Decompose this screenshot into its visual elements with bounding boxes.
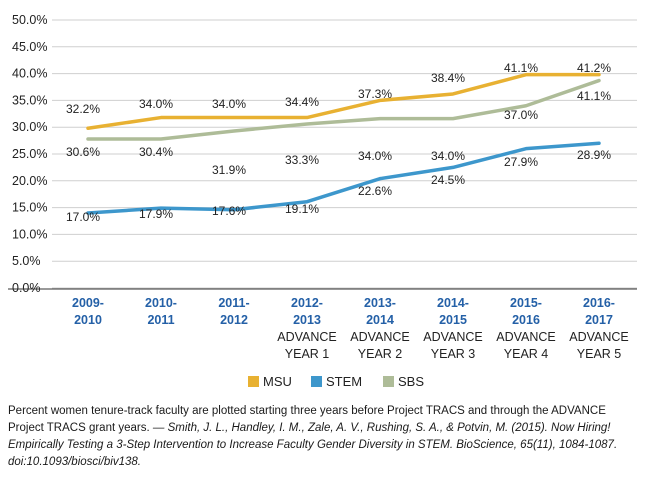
data-label-msu: 41.1%	[504, 61, 538, 75]
series-line-msu	[86, 72, 601, 131]
y-tick-label: 50.0%	[12, 13, 47, 27]
x-tick-label: ADVANCE	[496, 330, 556, 344]
data-label-msu: 32.2%	[66, 102, 100, 116]
x-tick-label: 2012-	[291, 296, 323, 310]
y-tick-label: 15.0%	[12, 201, 47, 215]
x-tick-label: ADVANCE	[569, 330, 629, 344]
data-label-stem: 22.6%	[358, 184, 392, 198]
y-tick-label: 0.0%	[12, 281, 41, 295]
x-tick-label: 2010-	[145, 296, 177, 310]
x-tick-label: YEAR 1	[285, 347, 330, 361]
data-label-stem: 24.5%	[431, 173, 465, 187]
data-label-stem: 17.6%	[212, 204, 246, 218]
data-label-sbs: 31.9%	[212, 163, 246, 177]
data-label-stem: 17.0%	[66, 210, 100, 224]
x-tick-label: 2013	[293, 313, 321, 327]
data-label-sbs: 30.4%	[139, 145, 173, 159]
x-tick-label: 2016-	[583, 296, 615, 310]
series-line-sbs	[86, 78, 601, 141]
x-tick-label: YEAR 3	[431, 347, 476, 361]
y-tick-label: 45.0%	[12, 40, 47, 54]
y-tick-label: 35.0%	[12, 93, 47, 107]
data-label-msu: 34.0%	[139, 97, 173, 111]
x-tick-label: ADVANCE	[423, 330, 483, 344]
legend-swatch-sbs	[383, 376, 394, 387]
x-tick-label: YEAR 4	[504, 347, 549, 361]
x-tick-label: YEAR 5	[577, 347, 622, 361]
data-label-msu: 37.3%	[358, 87, 392, 101]
x-tick-label: ADVANCE	[350, 330, 410, 344]
data-label-sbs: 41.1%	[577, 89, 611, 103]
legend-label-msu: MSU	[263, 374, 292, 389]
x-tick-label: 2009-	[72, 296, 104, 310]
x-tick-label: 2014-	[437, 296, 469, 310]
figure-caption: Percent women tenure-track faculty are p…	[8, 403, 638, 471]
x-tick-label: ADVANCE	[277, 330, 337, 344]
x-tick-label: 2016	[512, 313, 540, 327]
line-chart: 0.0% 5.0% 10.0% 15.0% 20.0% 25.0% 30.0% 35.0% 40…	[8, 13, 637, 389]
y-tick-label: 25.0%	[12, 147, 47, 161]
data-label-msu: 41.2%	[577, 61, 611, 75]
x-tick-label: 2011-	[218, 296, 249, 310]
legend-label-stem: STEM	[326, 374, 362, 389]
data-label-msu: 34.0%	[212, 97, 246, 111]
legend-swatch-stem	[311, 376, 322, 387]
x-tick-label: 2017	[585, 313, 613, 327]
x-tick-label: 2012	[220, 313, 248, 327]
caption-citation: — Smith, J. L., Handley, I. M., Zale, A.…	[8, 422, 618, 468]
y-tick-label: 40.0%	[12, 67, 47, 81]
caption-text: Percent women tenure-track faculty are p…	[8, 405, 606, 434]
data-label-sbs: 33.3%	[285, 153, 319, 167]
x-tick-label: YEAR 2	[358, 347, 403, 361]
series-line-stem	[86, 141, 601, 215]
data-label-stem: 28.9%	[577, 148, 611, 162]
legend-label-sbs: SBS	[398, 374, 424, 389]
data-label-msu: 38.4%	[431, 71, 465, 85]
x-tick-label: 2014	[366, 313, 394, 327]
x-tick-label: 2015	[439, 313, 467, 327]
x-tick-label: 2011	[147, 313, 174, 327]
data-label-stem: 19.1%	[285, 202, 319, 216]
data-label-msu: 34.4%	[285, 95, 319, 109]
data-label-stem: 17.9%	[139, 207, 173, 221]
y-tick-label: 20.0%	[12, 174, 47, 188]
legend-swatch-msu	[248, 376, 259, 387]
x-tick-label: 2015-	[510, 296, 542, 310]
data-label-sbs: 34.0%	[358, 149, 392, 163]
y-tick-label: 5.0%	[12, 254, 41, 268]
data-label-sbs: 34.0%	[431, 149, 465, 163]
x-tick-label: 2013-	[364, 296, 396, 310]
x-tick-label: 2010	[74, 313, 102, 327]
data-label-sbs: 30.6%	[66, 145, 100, 159]
y-tick-label: 10.0%	[12, 227, 47, 241]
data-label-stem: 27.9%	[504, 155, 538, 169]
data-label-sbs: 37.0%	[504, 108, 538, 122]
y-tick-label: 30.0%	[12, 120, 47, 134]
